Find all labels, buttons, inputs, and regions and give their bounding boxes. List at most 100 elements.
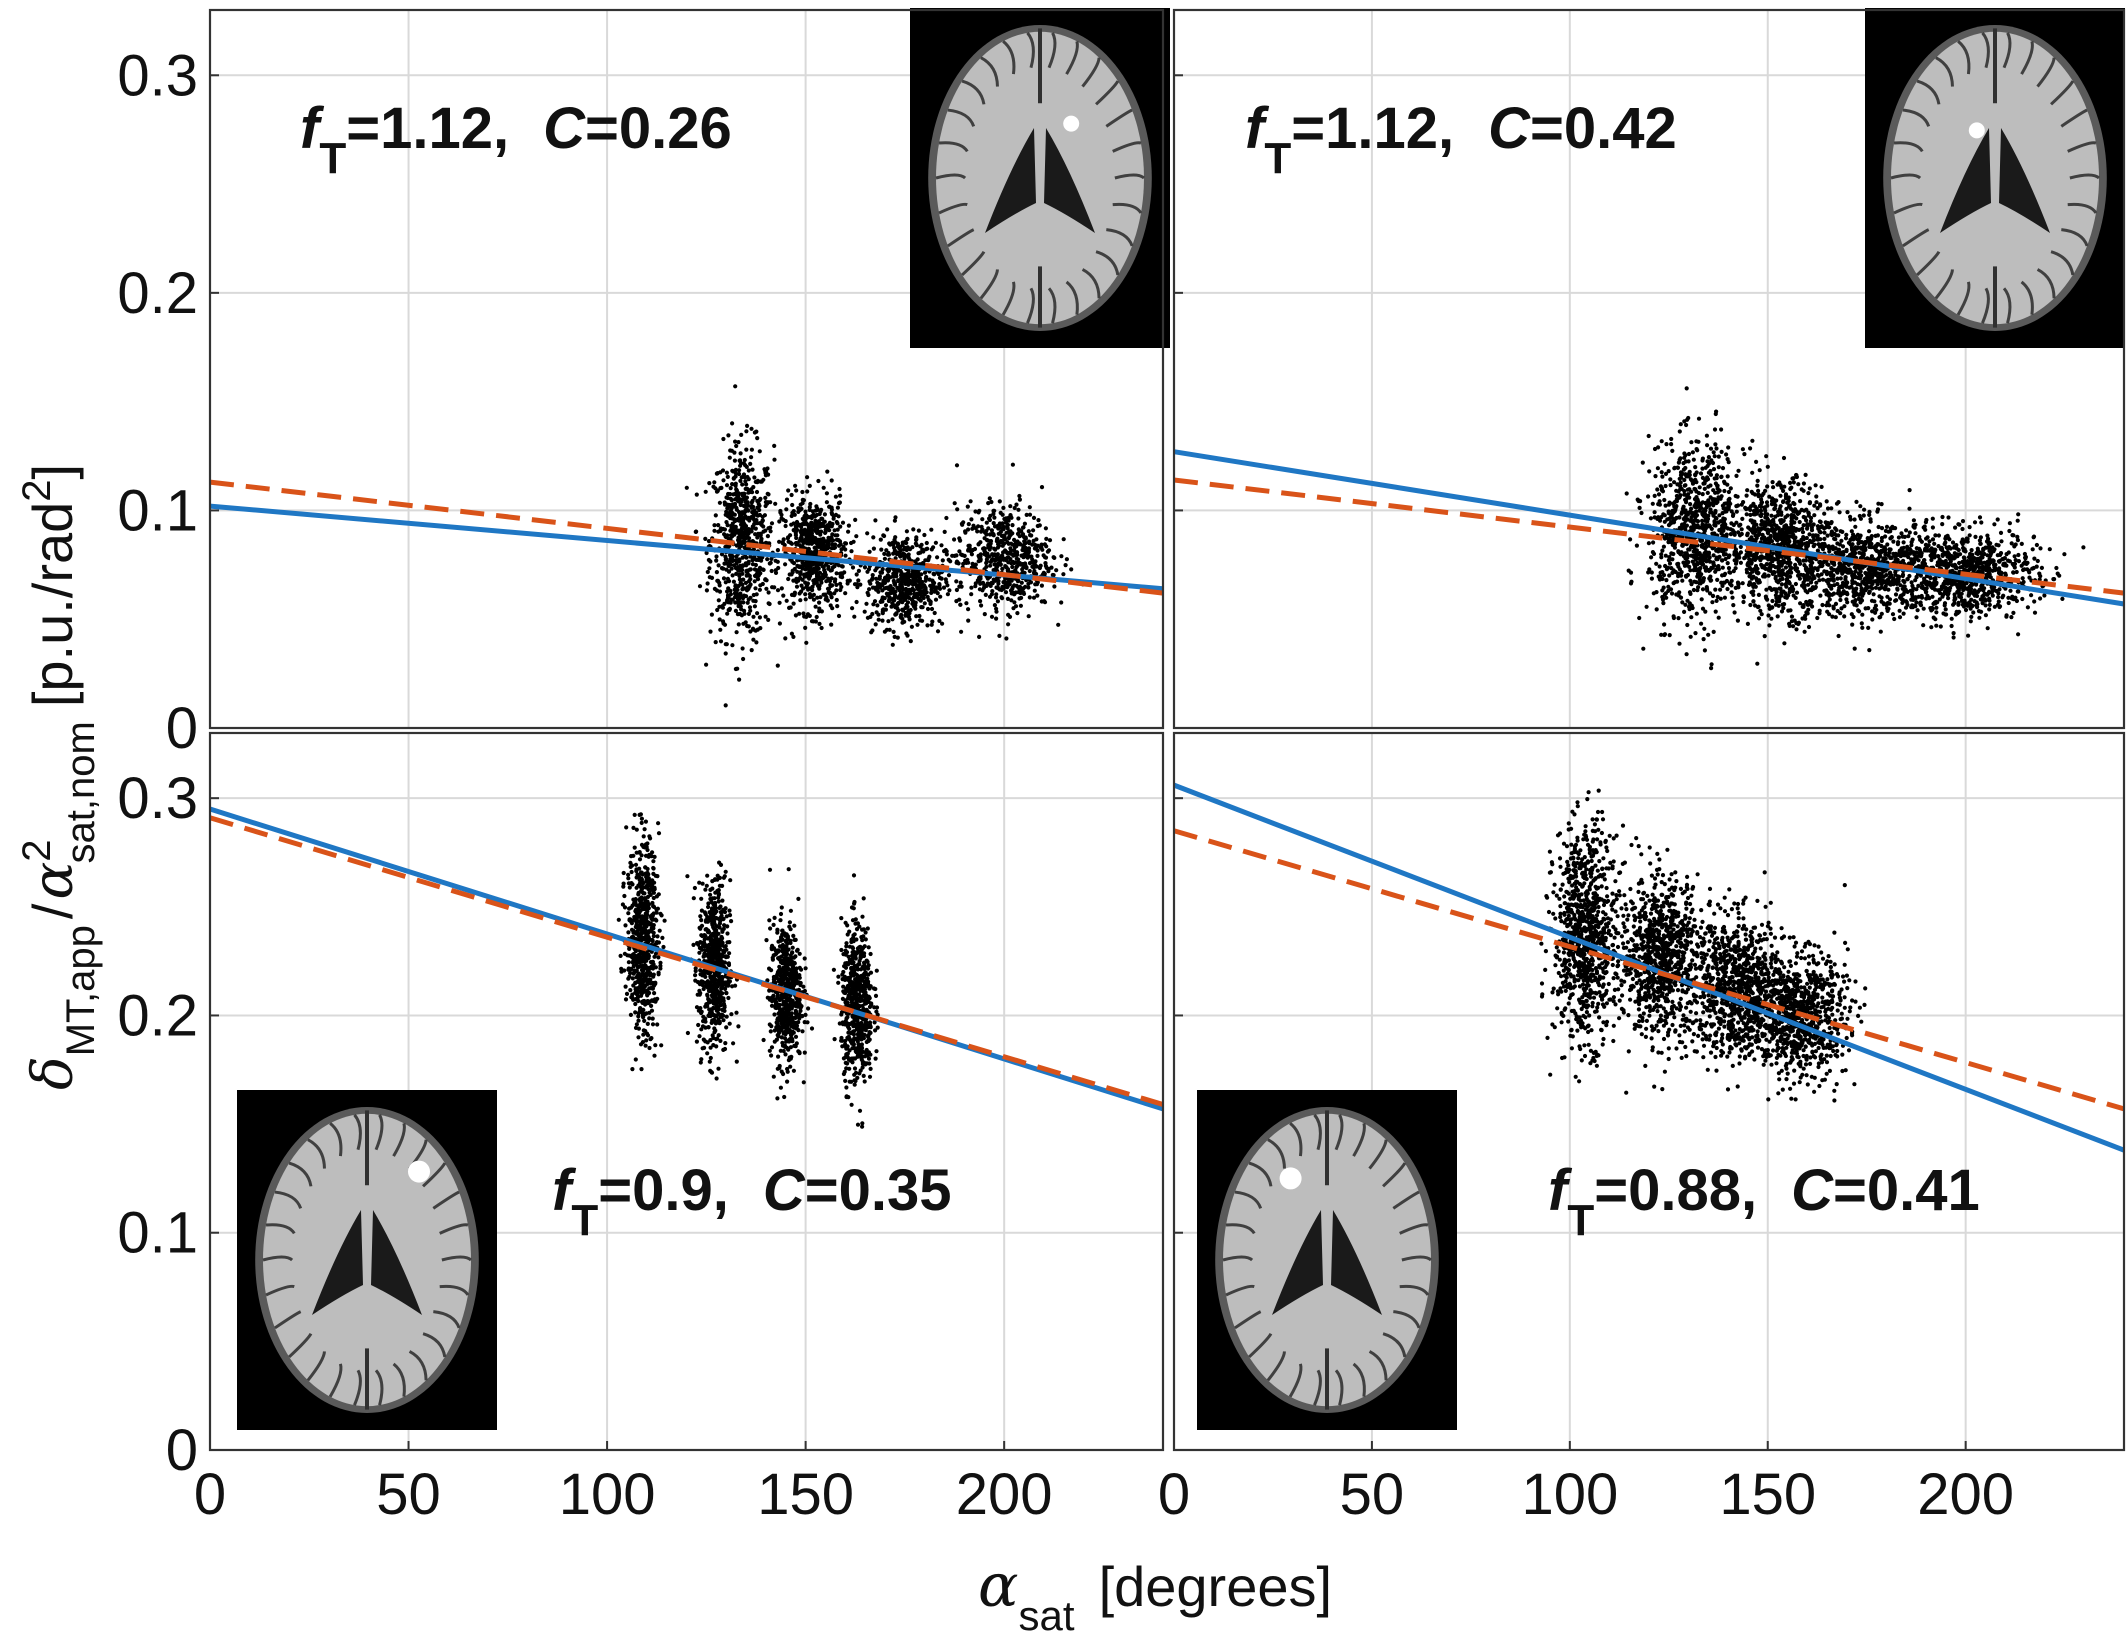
- data-point: [1759, 512, 1764, 517]
- data-point: [1850, 622, 1855, 627]
- data-point: [1689, 525, 1694, 530]
- data-point: [976, 579, 981, 584]
- data-point: [1776, 597, 1781, 602]
- data-point: [834, 582, 839, 588]
- data-point: [718, 627, 723, 632]
- data-point: [749, 455, 754, 460]
- data-point: [846, 523, 852, 528]
- data-point: [713, 640, 718, 645]
- data-point: [736, 583, 741, 589]
- data-point: [755, 480, 760, 485]
- data-point: [729, 566, 734, 571]
- data-point: [1709, 565, 1714, 571]
- data-point: [1801, 535, 1806, 540]
- data-point: [769, 521, 775, 526]
- data-point: [1696, 416, 1702, 421]
- data-point: [1693, 472, 1698, 477]
- data-point: [706, 557, 712, 563]
- data-point: [985, 581, 990, 586]
- data-point: [1666, 558, 1671, 563]
- data-point: [712, 528, 717, 533]
- data-point: [728, 486, 733, 491]
- data-point: [892, 545, 897, 551]
- data-point: [829, 594, 834, 600]
- data-point: [777, 539, 782, 544]
- data-point: [1659, 555, 1664, 560]
- data-point: [1059, 600, 1064, 605]
- data-point: [762, 467, 767, 472]
- data-point: [729, 498, 734, 503]
- data-point: [1723, 556, 1728, 562]
- data-point: [1012, 569, 1017, 574]
- data-point: [704, 550, 709, 556]
- data-point: [1719, 449, 1724, 454]
- data-point: [894, 603, 899, 608]
- data-point: [1641, 646, 1646, 651]
- data-point: [723, 703, 728, 708]
- data-point: [982, 546, 987, 551]
- data-point: [1856, 608, 1861, 613]
- data-point: [1854, 586, 1859, 591]
- data-point: [1767, 606, 1772, 611]
- data-point: [783, 519, 788, 524]
- data-point: [973, 509, 978, 514]
- data-point: [1861, 552, 1866, 558]
- data-point: [1702, 626, 1707, 631]
- data-point: [722, 500, 727, 505]
- data-point: [743, 580, 749, 586]
- data-point: [754, 640, 759, 645]
- data-point: [1027, 512, 1033, 517]
- data-point: [1887, 575, 1892, 580]
- data-point: [1705, 490, 1710, 495]
- data-point: [1725, 457, 1730, 462]
- data-point: [1652, 446, 1658, 452]
- data-point: [891, 629, 896, 635]
- data-point: [715, 607, 720, 613]
- data-point: [1783, 496, 1789, 501]
- data-point: [986, 526, 991, 531]
- data-point: [810, 588, 815, 593]
- data-point: [1769, 539, 1775, 544]
- data-point: [1722, 488, 1727, 494]
- data-point: [997, 587, 1002, 592]
- data-point: [808, 501, 813, 507]
- data-point: [738, 502, 743, 508]
- data-point: [744, 588, 750, 593]
- data-point: [1734, 558, 1739, 564]
- data-point: [829, 505, 834, 510]
- data-point: [978, 552, 983, 557]
- data-point: [1663, 553, 1668, 558]
- data-point: [1712, 427, 1718, 432]
- data-point: [1836, 533, 1841, 538]
- data-point: [837, 539, 843, 544]
- data-point: [1728, 581, 1733, 587]
- data-point: [1708, 472, 1714, 477]
- data-point: [1023, 545, 1028, 550]
- data-point: [783, 636, 788, 641]
- data-point: [1049, 565, 1054, 570]
- data-point: [1858, 504, 1863, 509]
- data-point: [870, 628, 875, 633]
- data-point: [1683, 465, 1688, 471]
- data-point: [1650, 501, 1655, 506]
- data-point: [1716, 615, 1721, 620]
- data-point: [1788, 574, 1793, 579]
- data-point: [849, 549, 854, 554]
- data-point: [1764, 454, 1769, 459]
- data-point: [1772, 522, 1777, 527]
- data-point: [1015, 579, 1021, 584]
- data-point: [1867, 529, 1872, 534]
- data-point: [815, 506, 820, 511]
- data-point: [1709, 666, 1714, 671]
- data-point: [1663, 483, 1668, 489]
- data-point: [752, 495, 757, 500]
- data-point: [741, 577, 746, 582]
- data-point: [733, 595, 738, 600]
- data-point: [794, 524, 799, 530]
- data-point: [1750, 491, 1755, 496]
- data-point: [1730, 513, 1736, 519]
- data-point: [1796, 621, 1801, 627]
- data-point: [1818, 502, 1823, 507]
- data-point: [1705, 551, 1710, 556]
- data-point: [1668, 587, 1674, 592]
